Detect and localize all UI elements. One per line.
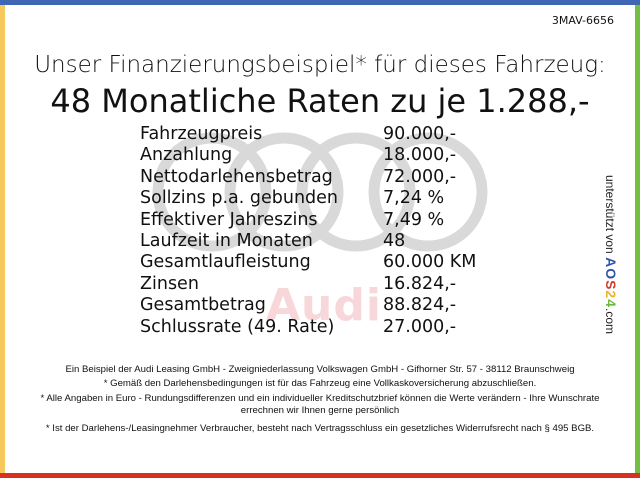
footnote: * Gemäß den Darlehensbedingungen ist für… [103,378,537,390]
table-row: Laufzeit in Monaten 48 [140,231,476,252]
row-label: Anzahlung [140,145,233,166]
row-label: Fahrzeugpreis [140,124,263,144]
table-row: Fahrzeugpreis 90.000,- [140,124,476,145]
left-border [0,5,5,473]
row-label: Gesamtlaufleistung [140,252,311,273]
row-value: 18.000,- [383,145,457,166]
right-border [635,5,640,473]
logo-letter: S [603,280,619,291]
footnote: Ein Beispiel der Audi Leasing GmbH - Zwe… [65,364,575,375]
sponsor-prefix: unterstützt von [603,175,617,254]
logo-letter: O [603,268,619,281]
table-row: Sollzins p.a. gebunden 7,24 % [140,188,476,209]
table-row: Gesamtbetrag 88.824,- [140,295,476,316]
row-label: Effektiver Jahreszins [140,209,318,230]
row-label: Sollzins p.a. gebunden [140,188,339,209]
table-row: Effektiver Jahreszins 7,49 % [140,210,476,231]
row-label: Gesamtbetrag [140,295,266,316]
footnote: * Alle Angaben in Euro - Rundungsdiffere… [40,392,600,416]
table-row: Zinsen 16.824,- [140,274,476,295]
audi-rings-watermark [152,132,488,252]
top-border [0,0,640,5]
rate-headline: 48 Monatliche Raten zu je 1.288,- [50,82,590,120]
row-label: Schlussrate (49. Rate) [140,316,335,337]
table-row: Nettodarlehensbetrag 72.000,- [140,167,476,188]
logo-letter: 2 [603,290,619,300]
row-value: 7,24 % [383,188,445,209]
footnote: * Ist der Darlehens-/Leasingnehmer Verbr… [45,423,595,435]
sponsor-suffix: .com [603,308,617,335]
table-row: Anzahlung 18.000,- [140,145,476,166]
audi-watermark-text: Audi [266,280,382,331]
row-value: 88.824,- [383,295,457,316]
row-value: 72.000,- [383,166,457,187]
row-value: 16.824,- [383,273,457,294]
table-row: Gesamtlaufleistung 60.000 KM [140,252,476,273]
financing-table: Fahrzeugpreis 90.000,- Anzahlung 18.000,- … [140,124,476,338]
row-label: Laufzeit in Monaten [140,231,313,252]
sponsor-credit: unterstützt von AOS24.com [603,175,619,334]
row-value: 48 [383,231,406,252]
row-value: 90.000,- [383,124,457,144]
logo-letter: 4 [603,299,619,309]
aos24-logo: AOS24 [603,257,619,308]
logo-letter: A [603,257,619,269]
row-value: 7,49 % [383,209,445,230]
row-value: 60.000 KM [383,252,477,273]
footnotes: Ein Beispiel der Audi Leasing GmbH - Zwe… [30,364,610,437]
row-value: 27.000,- [383,316,457,337]
table-row: Schlussrate (49. Rate) 27.000,- [140,317,476,338]
reference-code: 3MAV-6656 [551,14,614,27]
bottom-border [0,473,640,478]
row-label: Nettodarlehensbetrag [140,166,333,187]
row-label: Zinsen [140,273,199,294]
headline: Unser Finanzierungsbeispiel* für dieses … [34,52,606,78]
